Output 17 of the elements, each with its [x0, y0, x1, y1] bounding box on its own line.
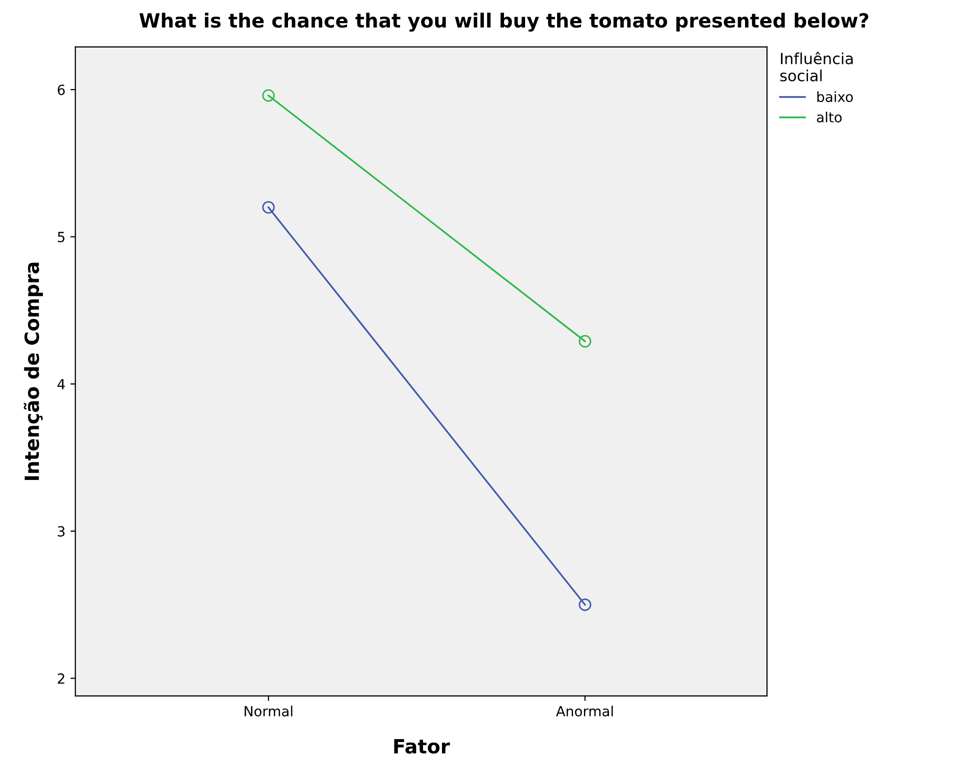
chart-title: What is the chance that you will buy the tomato presented below?: [139, 12, 868, 32]
point: [262, 89, 275, 102]
x-axis-title: Fator: [394, 739, 450, 754]
y-tick-label: 4: [57, 379, 65, 390]
legend-label: alto: [816, 112, 842, 122]
y-tick-label: 6: [58, 84, 65, 96]
y-axis-title: Intenção de Compra: [24, 262, 43, 480]
legend-label: baixo: [817, 91, 853, 102]
point: [578, 335, 592, 348]
point: [578, 598, 592, 611]
y-tick-label: 5: [58, 232, 64, 242]
point: [262, 201, 275, 214]
x-tick-label: Anormal: [556, 706, 613, 716]
legend-title: Influência social: [780, 52, 853, 82]
y-tick-label: 2: [58, 673, 64, 684]
y-tick-label: 3: [58, 526, 65, 537]
x-tick-label: Normal: [244, 706, 292, 716]
